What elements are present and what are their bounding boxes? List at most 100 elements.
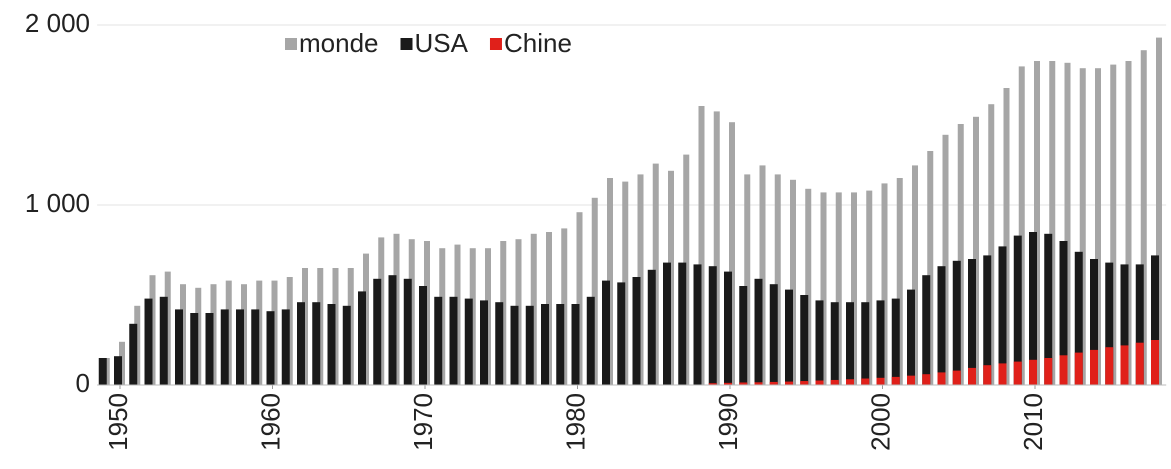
bar — [851, 192, 857, 385]
bar — [1059, 241, 1068, 385]
bar — [907, 289, 915, 385]
bar — [358, 291, 366, 385]
bar — [1135, 264, 1144, 385]
bar — [952, 370, 961, 385]
bar — [495, 302, 504, 385]
legend-swatch — [400, 38, 413, 50]
bar — [820, 192, 827, 385]
bar — [866, 190, 873, 385]
bar — [556, 304, 565, 385]
x-tick-label: 1970 — [408, 393, 438, 451]
bar — [790, 179, 796, 385]
bar — [1079, 68, 1086, 385]
bar — [698, 106, 705, 385]
bar — [1018, 66, 1025, 386]
bar — [388, 275, 397, 385]
legend-label: monde — [299, 28, 379, 58]
bar — [896, 178, 903, 385]
bar — [1074, 352, 1083, 385]
bar — [759, 165, 766, 385]
bar — [708, 266, 717, 385]
bar — [220, 309, 229, 385]
bar — [129, 323, 138, 385]
bar — [1074, 251, 1083, 385]
bar — [1105, 347, 1114, 385]
bar — [937, 372, 946, 385]
bar — [891, 298, 900, 385]
bar — [576, 212, 583, 385]
bar — [525, 305, 534, 385]
bar — [617, 282, 626, 385]
bar — [739, 286, 748, 385]
bar — [754, 278, 763, 385]
bar — [419, 286, 427, 385]
x-tick-label: 2010 — [1018, 393, 1048, 451]
bar — [998, 363, 1007, 385]
bar — [1156, 37, 1162, 385]
bar — [297, 302, 305, 385]
bar — [800, 381, 809, 385]
bar — [729, 122, 735, 385]
bar — [988, 104, 995, 385]
bar — [1034, 61, 1040, 385]
bar — [1095, 68, 1101, 385]
bar — [1029, 359, 1037, 385]
bar — [591, 197, 598, 385]
bar — [1003, 88, 1010, 385]
bar — [373, 278, 382, 385]
bar — [881, 183, 888, 385]
bar — [891, 376, 900, 385]
bar — [1125, 61, 1132, 385]
bar — [876, 377, 885, 385]
bar — [464, 298, 473, 385]
bar — [785, 381, 793, 385]
bar — [693, 264, 702, 385]
bar — [1029, 232, 1037, 385]
bar — [968, 259, 976, 385]
bar — [754, 382, 763, 385]
bar — [1013, 361, 1022, 385]
bar — [815, 380, 824, 385]
bar — [1013, 235, 1022, 385]
bar — [251, 309, 260, 385]
bar — [480, 300, 488, 385]
bar — [1044, 358, 1053, 385]
bar — [281, 309, 290, 385]
bar — [403, 278, 412, 385]
bar — [312, 302, 321, 385]
bar — [144, 298, 153, 385]
bar — [1064, 62, 1071, 386]
bar — [724, 382, 732, 385]
bar — [510, 305, 519, 385]
y-tick-label: 1 000 — [25, 188, 90, 218]
x-tick-label: 1980 — [560, 393, 590, 451]
x-tick-label: 1990 — [713, 393, 743, 451]
bar — [266, 311, 275, 385]
bar — [942, 134, 949, 385]
bar — [327, 304, 336, 385]
bar — [586, 296, 595, 385]
bar — [846, 379, 854, 385]
legend-swatch — [285, 38, 297, 50]
bar — [922, 374, 931, 385]
bar — [98, 358, 107, 385]
bar — [663, 262, 671, 385]
bar — [236, 309, 244, 385]
bar — [927, 151, 934, 385]
bar — [957, 124, 964, 385]
bar — [1135, 342, 1144, 385]
bar — [713, 111, 720, 386]
bar — [708, 383, 717, 385]
bar — [922, 275, 931, 385]
bar — [815, 300, 824, 385]
bar — [983, 255, 992, 385]
bar — [159, 296, 168, 385]
bar — [541, 304, 549, 385]
bar — [449, 296, 458, 385]
bar — [739, 382, 748, 385]
bar — [805, 188, 812, 385]
bar — [175, 309, 183, 385]
bar — [571, 304, 580, 385]
bar — [1151, 255, 1159, 385]
